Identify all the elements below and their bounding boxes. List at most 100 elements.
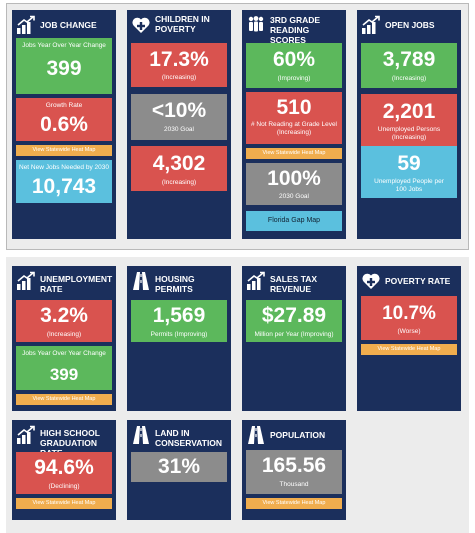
florida-gap-map-button[interactable]: Florida Gap Map — [246, 211, 342, 231]
children-poverty-count-tile: 4,302 (Increasing) — [131, 146, 227, 191]
graduation-heatmap-button[interactable]: View Statewide Heat Map — [16, 498, 112, 509]
population-value: 165.56 — [261, 454, 327, 477]
children-poverty-goal-note: 2030 Goal — [164, 126, 194, 133]
unemployment-card: UNEMPLOYMENT RATE 3.2% (Increasing) Jobs… — [12, 266, 116, 411]
children-poverty-count-note: (Increasing) — [161, 179, 197, 186]
unemployment-heatmap-button[interactable]: View Statewide Heat Map — [16, 394, 112, 405]
unemployment-rate-value: 3.2% — [40, 304, 88, 327]
unemployed-persons-note: Unemployed Persons (Increasing) — [377, 126, 441, 141]
children-poverty-goal-value: <10% — [151, 99, 207, 122]
growth-rate-tile: Growth Rate 0.6% — [16, 98, 112, 141]
unemployment-jobs-yoy-caption: Jobs Year Over Year Change — [22, 350, 106, 357]
open-jobs-note: (Increasing) — [391, 75, 427, 82]
graduation-rate-note: (Declining) — [48, 483, 80, 490]
conservation-title: LAND IN CONSERVATION — [155, 428, 223, 448]
road-icon — [133, 272, 149, 290]
reading-pct-tile: 60% (Improving) — [246, 43, 342, 88]
poverty-rate-value: 10.7% — [382, 303, 436, 324]
children-poverty-rate-tile: 17.3% (Increasing) — [131, 43, 227, 87]
reading-pct-note: (Improving) — [277, 75, 311, 82]
graduation-rate-tile: 94.6% (Declining) — [16, 452, 112, 494]
heart-plus-icon — [132, 17, 150, 33]
sales-tax-title: SALES TAX REVENUE — [270, 274, 318, 294]
growth-rate-value: 0.6% — [40, 113, 88, 136]
job-change-card: JOB CHANGE Jobs Year Over Year Change 39… — [12, 10, 116, 239]
population-tile: 165.56 Thousand — [246, 450, 342, 494]
people-group-icon — [248, 16, 264, 32]
sales-tax-header: SALES TAX REVENUE — [246, 270, 342, 300]
unemployed-persons-tile: 2,201 Unemployed Persons (Increasing) — [361, 94, 457, 146]
conservation-header: LAND IN CONSERVATION — [131, 424, 227, 454]
children-poverty-title: CHILDREN IN POVERTY — [155, 14, 210, 34]
net-new-jobs-caption: Net New Jobs Needed by 2030 — [19, 164, 109, 171]
sales-tax-card: SALES TAX REVENUE $27.89 Million per Yea… — [242, 266, 346, 411]
population-heatmap-button[interactable]: View Statewide Heat Map — [246, 498, 342, 509]
job-change-header: JOB CHANGE — [16, 14, 112, 44]
population-header: POPULATION — [246, 424, 342, 454]
population-title: POPULATION — [270, 430, 326, 440]
housing-permits-tile: 1,569 Permits (Improving) — [131, 300, 227, 342]
reading-not-level-tile: 510 # Not Reading at Grade Level (Increa… — [246, 92, 342, 144]
job-change-title: JOB CHANGE — [40, 20, 97, 30]
reading-scores-title: 3RD GRADE READING SCORES — [270, 15, 321, 45]
housing-permits-value: 1,569 — [152, 304, 206, 327]
jobs-yoy-caption: Jobs Year Over Year Change — [22, 42, 106, 49]
unemployed-per-100-value: 59 — [397, 152, 421, 175]
unemployment-rate-tile: 3.2% (Increasing) — [16, 300, 112, 342]
graduation-rate-value: 94.6% — [34, 456, 94, 479]
poverty-rate-card: POVERTY RATE 10.7% (Worse) View Statewid… — [357, 266, 461, 411]
unemployed-per-100-tile: 59 Unemployed People per 100 Jobs — [361, 146, 457, 198]
children-poverty-rate-note: (Increasing) — [161, 74, 197, 81]
growth-rate-caption: Growth Rate — [45, 102, 83, 109]
reading-scores-card: 3RD GRADE READING SCORES 60% (Improving)… — [242, 10, 346, 239]
unemployment-jobs-yoy-value: 399 — [49, 365, 79, 384]
sales-tax-note: Million per Year (Improving) — [254, 331, 334, 338]
graduation-card: HIGH SCHOOL GRADUATION RATE 94.6% (Decli… — [12, 420, 116, 520]
conservation-tile: 31% — [131, 452, 227, 482]
sales-tax-value: $27.89 — [261, 304, 327, 327]
children-poverty-goal-tile: <10% 2030 Goal — [131, 94, 227, 140]
bar-chart-growth-icon — [17, 425, 35, 444]
children-poverty-count-value: 4,302 — [152, 152, 206, 175]
open-jobs-tile: 3,789 (Increasing) — [361, 43, 457, 88]
population-card: POPULATION 165.56 Thousand View Statewid… — [242, 420, 346, 520]
unemployment-header: UNEMPLOYMENT RATE — [16, 270, 112, 300]
poverty-rate-tile: 10.7% (Worse) — [361, 296, 457, 340]
jobs-yoy-tile: Jobs Year Over Year Change 399 — [16, 38, 112, 94]
poverty-rate-title: POVERTY RATE — [385, 276, 451, 286]
housing-title: HOUSING PERMITS — [155, 274, 195, 294]
reading-pct-value: 60% — [272, 48, 316, 71]
unemployment-jobs-yoy-tile: Jobs Year Over Year Change 399 — [16, 346, 112, 390]
heart-plus-icon — [362, 273, 380, 289]
conservation-card: LAND IN CONSERVATION 31% — [127, 420, 231, 520]
open-jobs-header: OPEN JOBS — [361, 14, 457, 44]
reading-not-level-value: 510 — [276, 96, 312, 119]
graduation-header: HIGH SCHOOL GRADUATION RATE — [16, 424, 112, 458]
open-jobs-value: 3,789 — [382, 48, 436, 71]
road-icon — [248, 426, 264, 444]
poverty-heatmap-button[interactable]: View Statewide Heat Map — [361, 344, 457, 355]
net-new-jobs-value: 10,743 — [31, 175, 97, 198]
reading-heatmap-button[interactable]: View Statewide Heat Map — [246, 148, 342, 159]
open-jobs-card: OPEN JOBS 3,789 (Increasing) 2,201 Unemp… — [357, 10, 461, 239]
poverty-rate-header: POVERTY RATE — [361, 270, 457, 300]
road-icon — [133, 426, 149, 444]
reading-goal-note: 2030 Goal — [279, 193, 309, 200]
net-new-jobs-tile: Net New Jobs Needed by 2030 10,743 — [16, 160, 112, 203]
children-poverty-card: CHILDREN IN POVERTY 17.3% (Increasing) <… — [127, 10, 231, 239]
jobs-yoy-value: 399 — [46, 57, 82, 80]
unemployed-per-100-note: Unemployed People per 100 Jobs — [374, 178, 444, 193]
housing-card: HOUSING PERMITS 1,569 Permits (Improving… — [127, 266, 231, 411]
reading-not-level-note: # Not Reading at Grade Level (Increasing… — [251, 121, 337, 136]
reading-goal-tile: 100% 2030 Goal — [246, 163, 342, 205]
unemployment-rate-note: (Increasing) — [46, 331, 82, 338]
bar-chart-growth-icon — [17, 15, 35, 34]
sales-tax-tile: $27.89 Million per Year (Improving) — [246, 300, 342, 342]
job-change-heatmap-button[interactable]: View Statewide Heat Map — [16, 145, 112, 156]
conservation-value: 31% — [157, 455, 201, 478]
children-poverty-header: CHILDREN IN POVERTY — [131, 14, 227, 44]
unemployment-title: UNEMPLOYMENT RATE — [40, 274, 113, 294]
bar-chart-growth-icon — [247, 271, 265, 290]
housing-header: HOUSING PERMITS — [131, 270, 227, 300]
reading-goal-value: 100% — [267, 167, 321, 190]
